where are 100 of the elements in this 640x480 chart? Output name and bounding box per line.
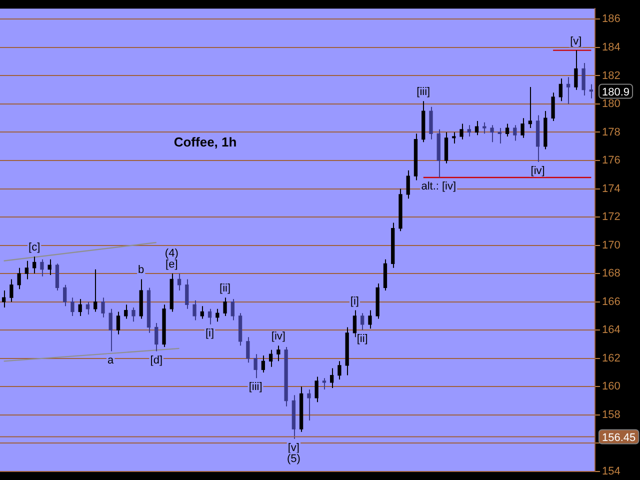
candlestick — [162, 304, 166, 348]
y-tick-label: 184 — [602, 41, 620, 54]
ref-line-label: 156.45 — [602, 432, 636, 444]
annotation: [ii] — [356, 333, 368, 346]
candlestick — [208, 308, 212, 325]
candlestick — [338, 360, 342, 380]
candlestick — [582, 62, 586, 96]
candlestick — [192, 300, 196, 321]
y-tick-label: 170 — [602, 239, 620, 252]
candlestick — [422, 100, 426, 143]
candlestick — [40, 258, 44, 277]
candlestick — [460, 123, 464, 140]
y-tick-label: 172 — [602, 211, 620, 224]
candlestick — [520, 118, 524, 138]
annotation: (4) — [164, 248, 178, 260]
text: 180.9 — [602, 86, 630, 98]
y-tick-label: 154 — [602, 465, 620, 478]
candlestick — [223, 297, 227, 316]
candlestick — [70, 297, 74, 316]
candlestick — [261, 355, 266, 373]
candlestick — [352, 310, 357, 338]
candlestick — [246, 336, 250, 364]
candlestick — [10, 278, 14, 302]
candlestick — [566, 76, 570, 104]
y-tick-label: 186 — [602, 13, 620, 26]
candlestick — [544, 110, 548, 150]
text: Coffee, 1h — [174, 134, 237, 150]
candlestick — [78, 298, 82, 316]
candlestick — [314, 376, 318, 403]
candlestick — [383, 258, 388, 292]
annotation: [d] — [150, 354, 162, 366]
candlestick — [101, 297, 105, 318]
candlestick — [116, 311, 120, 335]
candlestick — [94, 268, 98, 312]
annotation: [iv] — [271, 330, 286, 343]
annotation: [iii] — [248, 381, 262, 394]
candlestick — [108, 308, 112, 352]
candlestick — [299, 386, 304, 432]
annotation: [iv] — [530, 164, 545, 177]
y-tick-label: 176 — [602, 154, 620, 167]
candlestick — [505, 123, 510, 137]
candlestick — [536, 114, 540, 162]
annotation: [iii] — [416, 86, 430, 98]
candlestick — [124, 304, 128, 320]
candlestick — [17, 267, 21, 290]
candlestick — [268, 349, 273, 368]
candlestick — [63, 284, 67, 307]
candlestick — [307, 388, 311, 422]
candlestick — [376, 282, 380, 320]
candlestick — [170, 273, 174, 312]
y-tick-label: 164 — [602, 324, 620, 336]
annotation: [c] — [28, 242, 40, 254]
candlestick — [276, 345, 280, 362]
candlestick — [292, 394, 296, 440]
annotation: (5) — [286, 452, 300, 465]
y-tick-label: 162 — [602, 352, 620, 364]
annotation: alt.: [iv] — [421, 180, 456, 192]
candlestick — [391, 222, 395, 268]
candlestick — [185, 278, 189, 310]
candlestick — [230, 298, 234, 321]
candlestick — [558, 78, 563, 102]
candlestick — [139, 278, 143, 320]
candlestick — [551, 92, 555, 122]
candlestick — [177, 273, 182, 292]
candlestick — [360, 312, 364, 331]
candlestick — [528, 86, 532, 129]
candlestick — [330, 368, 334, 389]
annotation: [e] — [166, 258, 178, 271]
candlestick — [429, 106, 433, 140]
candlestick — [490, 124, 494, 143]
y-tick-label: 160 — [602, 380, 620, 393]
candlestick — [254, 354, 258, 379]
candlestick — [146, 287, 151, 334]
candlestick — [238, 312, 242, 346]
annotation: [i] — [205, 327, 214, 340]
y-tick-label: 168 — [602, 268, 620, 280]
annotation: [v] — [288, 442, 300, 454]
annotation: a — [108, 354, 115, 366]
candlestick — [444, 132, 448, 164]
y-tick-label: 182 — [602, 70, 620, 82]
candlestick — [436, 128, 440, 178]
candlestick — [414, 133, 418, 181]
annotation: b — [138, 264, 144, 276]
candlestick — [513, 124, 517, 142]
candlestick — [200, 306, 204, 320]
candlestick — [132, 306, 136, 322]
candlestick — [574, 50, 578, 90]
y-tick-label: 166 — [602, 296, 620, 308]
annotation: [ii] — [220, 282, 231, 295]
candlestick — [55, 263, 60, 292]
candlestick — [345, 326, 349, 376]
annotation: [i] — [350, 295, 359, 308]
y-tick-label: 178 — [602, 126, 620, 138]
y-tick-label: 180 — [602, 98, 620, 110]
candlestick — [24, 260, 29, 280]
candlestick — [368, 310, 372, 330]
candlestick — [398, 188, 402, 232]
y-tick-label: 174 — [602, 182, 620, 195]
annotation: [v] — [570, 35, 582, 48]
y-tick-label: 158 — [602, 408, 620, 421]
